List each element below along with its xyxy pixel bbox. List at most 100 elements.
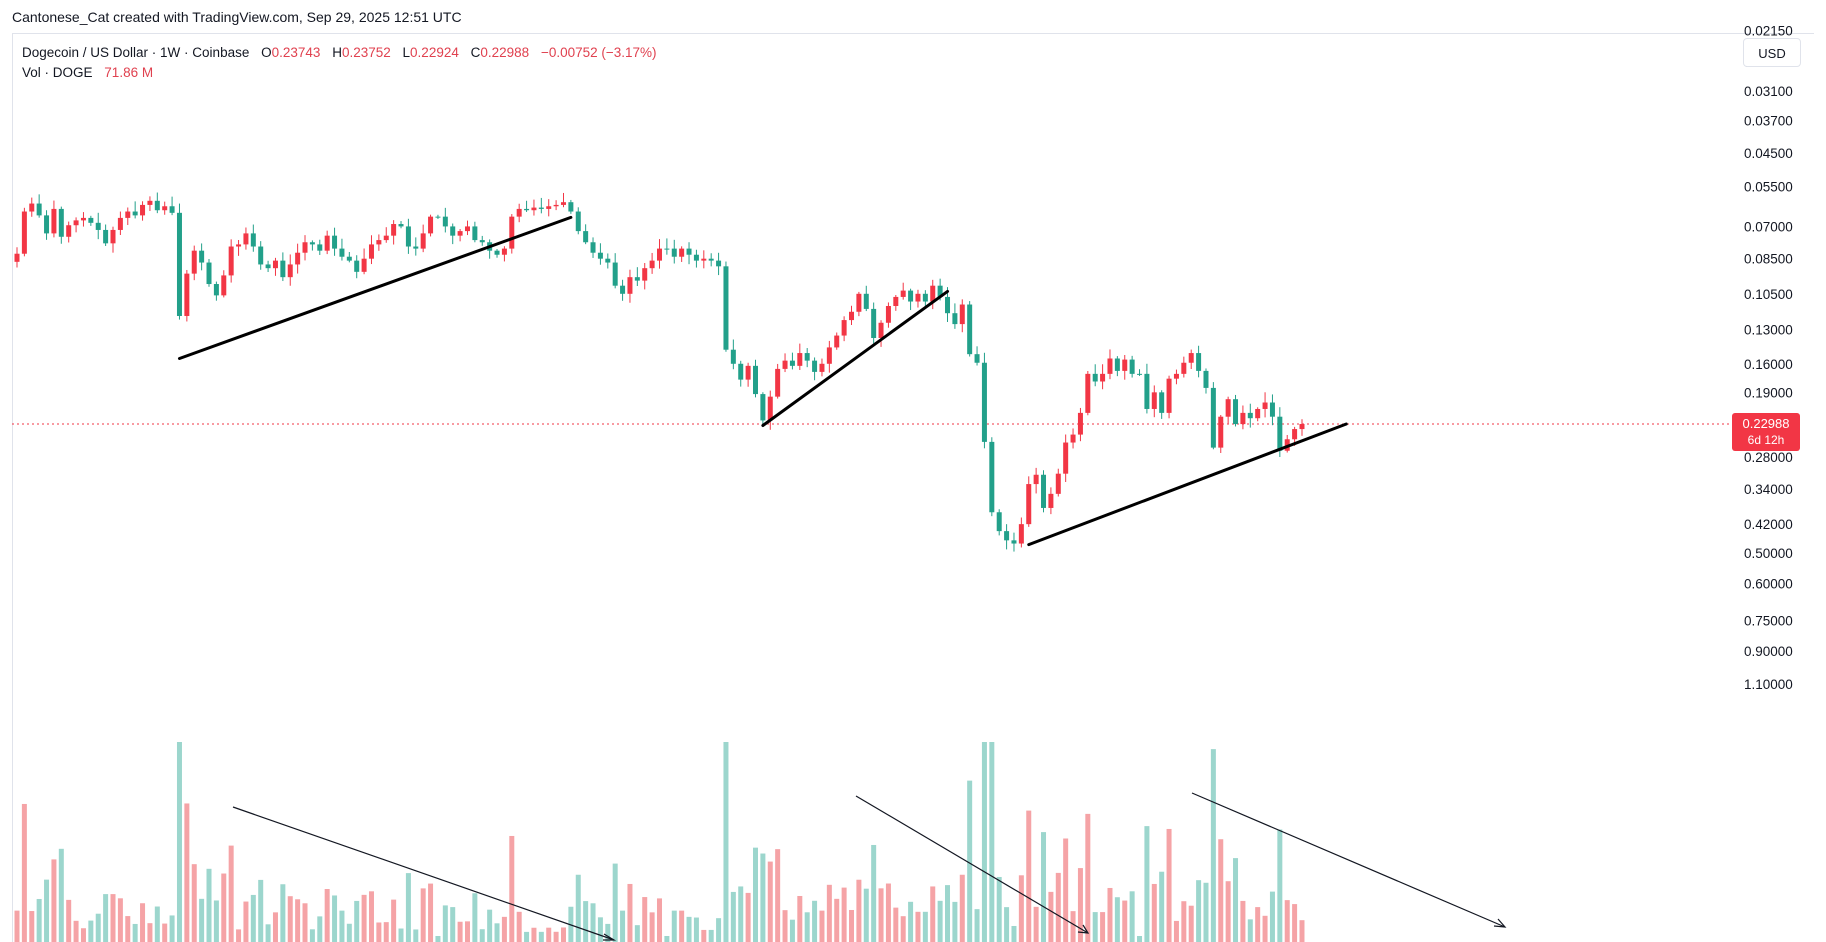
volume-bar bbox=[1063, 838, 1069, 942]
candle bbox=[959, 299, 965, 333]
chart-pane[interactable] bbox=[12, 33, 1814, 942]
volume-bar bbox=[258, 879, 264, 942]
volume-bar bbox=[856, 879, 862, 942]
candle bbox=[974, 346, 980, 366]
volume-bar bbox=[1026, 810, 1032, 942]
volume-bar bbox=[612, 863, 618, 942]
candle bbox=[789, 352, 795, 370]
volume-bar bbox=[782, 910, 788, 942]
candle-body bbox=[767, 396, 773, 421]
candle bbox=[110, 226, 116, 253]
volume-bar bbox=[80, 928, 86, 942]
price-axis: 1.10000 0.90000 0.75000 0.60000 0.50000 0.420… bbox=[1744, 23, 1793, 692]
volume-bar bbox=[656, 898, 662, 942]
candle bbox=[679, 246, 685, 262]
legend-symbol[interactable]: Dogecoin / US Dollar · 1W · Coinbase bbox=[22, 45, 250, 60]
volume-arrow-3 bbox=[1191, 792, 1506, 928]
price-axis-tick: 0.75000 bbox=[1744, 613, 1793, 628]
volume-bar bbox=[487, 909, 493, 942]
candle bbox=[871, 302, 877, 344]
candle-body bbox=[782, 360, 788, 369]
volume-bar bbox=[1033, 906, 1039, 942]
volume-bar bbox=[775, 849, 781, 942]
candle bbox=[642, 262, 648, 290]
volume-bar bbox=[590, 903, 596, 942]
candle bbox=[258, 241, 264, 270]
candle-body bbox=[14, 253, 20, 262]
candle bbox=[162, 201, 168, 215]
candle bbox=[457, 228, 463, 242]
volume-bar bbox=[339, 910, 345, 942]
volume-bar bbox=[1225, 881, 1231, 942]
volume-bar bbox=[442, 905, 448, 942]
candle-body bbox=[1203, 370, 1209, 388]
candle bbox=[103, 224, 109, 246]
candle-body bbox=[1269, 402, 1275, 417]
volume-bar bbox=[745, 892, 751, 942]
candle bbox=[51, 200, 57, 238]
candle-body bbox=[1077, 412, 1083, 435]
candle-body bbox=[1173, 373, 1179, 379]
volume-bar bbox=[317, 916, 323, 942]
currency-button[interactable]: USD bbox=[1743, 38, 1801, 67]
volume-bar bbox=[243, 901, 249, 942]
volume-bar bbox=[383, 922, 389, 942]
volume-bar bbox=[44, 879, 50, 942]
candle bbox=[981, 352, 987, 449]
candle bbox=[450, 223, 456, 245]
trendline-3[interactable] bbox=[1027, 422, 1348, 547]
candle-body bbox=[339, 248, 345, 257]
trendline-2[interactable] bbox=[761, 289, 950, 428]
candle-body bbox=[546, 206, 552, 209]
candle-body bbox=[332, 235, 338, 249]
candle-body bbox=[1100, 373, 1106, 382]
candle-body bbox=[295, 252, 301, 265]
volume-bar bbox=[162, 923, 168, 942]
candle bbox=[354, 255, 360, 279]
volume-bar bbox=[398, 928, 404, 942]
candle bbox=[1077, 407, 1083, 442]
volume-bar bbox=[1077, 868, 1083, 942]
candle-body bbox=[368, 244, 374, 259]
volume-bar bbox=[405, 873, 411, 942]
candle-body bbox=[1122, 359, 1128, 371]
candle-body bbox=[1218, 416, 1224, 448]
candle bbox=[908, 288, 914, 311]
volume-bar bbox=[900, 916, 906, 942]
candle bbox=[184, 269, 190, 322]
candle bbox=[760, 392, 766, 425]
trendline-1[interactable] bbox=[177, 215, 573, 361]
volume-bar bbox=[14, 910, 20, 942]
candle-body bbox=[309, 242, 315, 245]
legend-high-value: 0.23752 bbox=[341, 45, 391, 60]
candle bbox=[1033, 467, 1039, 494]
candle bbox=[1041, 470, 1047, 513]
candle-body bbox=[1240, 412, 1246, 425]
candle-body bbox=[405, 226, 411, 247]
candle bbox=[1100, 364, 1106, 390]
candle-body bbox=[494, 250, 500, 255]
legend-volume-label[interactable]: Vol · DOGE bbox=[22, 65, 93, 80]
candle-body bbox=[117, 217, 123, 230]
candle-body bbox=[354, 260, 360, 272]
candle bbox=[58, 206, 64, 244]
candle-body bbox=[317, 244, 323, 251]
candle-body bbox=[176, 212, 182, 316]
volume-arrow-2 bbox=[855, 795, 1089, 934]
candle-body bbox=[679, 248, 685, 257]
candle-body bbox=[1255, 408, 1261, 419]
volume-bar bbox=[413, 929, 419, 942]
candle bbox=[383, 227, 389, 243]
candle-body bbox=[501, 248, 507, 255]
candle bbox=[405, 218, 411, 254]
candle-body bbox=[509, 216, 515, 249]
candle bbox=[295, 243, 301, 274]
candle bbox=[553, 200, 559, 211]
candle bbox=[546, 199, 552, 217]
volume-bar bbox=[250, 894, 256, 942]
candle-body bbox=[849, 311, 855, 321]
last-price-value: 0.22988 bbox=[1742, 416, 1790, 431]
volume-bar bbox=[472, 893, 478, 942]
candle bbox=[590, 237, 596, 258]
